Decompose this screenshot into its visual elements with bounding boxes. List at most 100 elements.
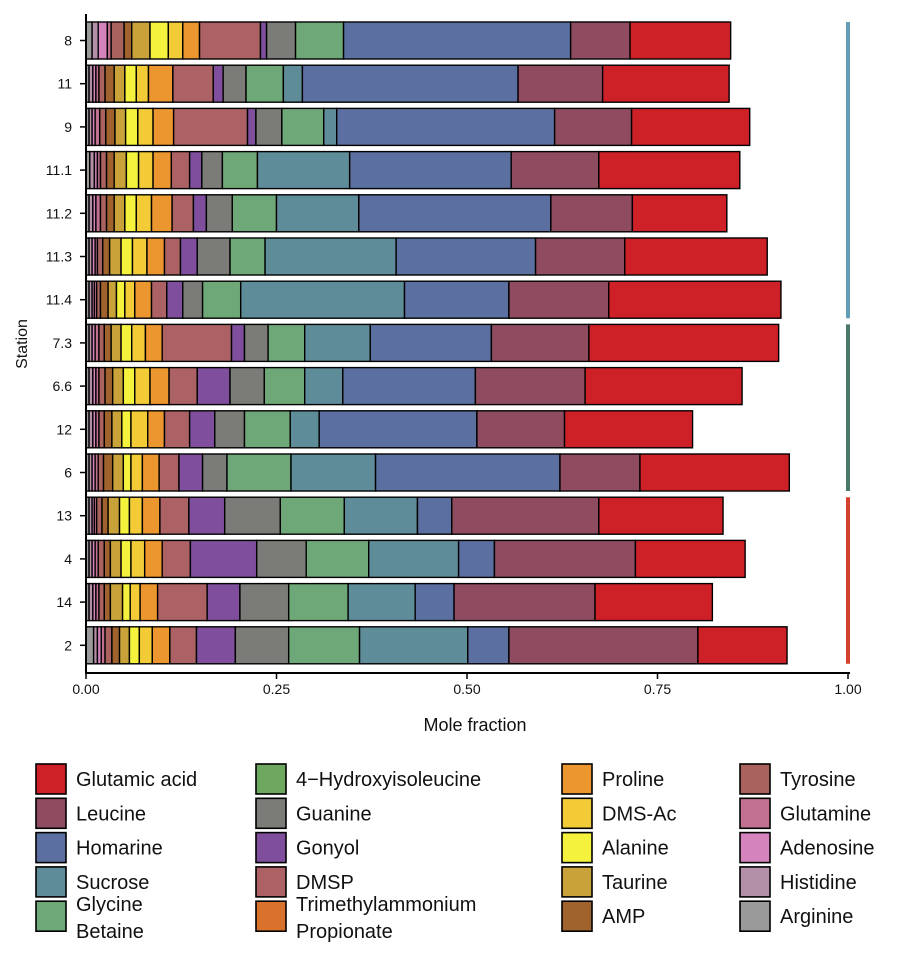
bar-segment-alanine [124,64,137,103]
bar-segment-homarine [416,496,453,535]
bar-segment-alanine [121,410,132,449]
bar-segment-leucine [490,323,590,363]
bar-segment-amp [104,64,115,103]
bar-stack-station-12 [85,410,694,449]
bar-segment-gonyol [188,410,216,449]
bar-segment-homarine [457,539,496,579]
bar-segment-leucine [553,107,633,147]
bar-segment-gonyol [188,150,203,190]
bar-segment-alanine [125,150,140,190]
bar-segment-dms-ac [135,64,150,103]
bar-segment-leucine [474,366,586,406]
bar-segment-gonyol [246,107,257,147]
bar-segment-alanine [120,323,133,363]
bar-segment-proline [152,107,175,147]
bar-segment-proline [141,496,161,535]
bar-segment-dmsp [170,150,191,190]
bar-stack-station-2 [85,626,788,665]
legend-label: Histidine [780,872,857,894]
bar-segment-taurine [114,107,127,147]
legend-item-histidine: Histidine [739,866,857,898]
legend-swatch [35,763,67,795]
bar-segment-leucine [550,194,634,233]
bar-segment-arginine [85,626,95,665]
legend-item-dmsp: DMSP [255,866,354,898]
bar-stacks [85,21,791,665]
bar-stack-station-9 [85,107,751,147]
bar-segment-leucine [517,64,604,103]
bar-segment-homarine [336,107,556,147]
bar-segment-proline [134,280,153,319]
bar-segment-proline [152,150,173,190]
bar-segment-alanine [122,366,136,406]
bar-segment-adenosine [97,21,109,60]
bar-segment-glutamic-acid [588,323,780,363]
bar-segment-alanine [122,453,132,492]
bar-segment-glutamic-acid [584,366,743,406]
bar-segment-glycine-betaine [243,410,291,449]
bar-segment-tyrosine [96,237,104,276]
legend-item-taurine: Taurine [561,866,668,898]
bar-stack-station-6 [85,453,791,492]
bar-segment-tyrosine [98,582,105,622]
bar-segment-dmsp [163,410,191,449]
legend-swatch [255,866,287,898]
legend-label: Homarine [76,838,163,860]
bar-segment-homarine [358,194,552,233]
x-tick-labels: 0.00 0.25 0.50 0.75 1.00 [72,673,862,697]
y-tick-label: 8 [64,33,72,49]
bar-segment-alanine [115,280,126,319]
bar-segment-leucine [559,453,641,492]
legend-label: AMP [602,906,645,928]
legend-swatch [35,900,67,933]
bar-segment-glycine-betaine [226,453,292,492]
bar-segment-alanine [124,107,139,147]
legend-swatch [561,866,593,898]
bar-segment-homarine [395,237,537,276]
bar-segment-amp [105,107,116,147]
bar-segment-tyrosine [97,453,105,492]
bar-segment-homarine [301,64,519,103]
bar-segment-histidine [91,21,99,60]
bar-stack-station-13 [85,496,724,535]
bar-segment-taurine [113,64,126,103]
legend-item-amp: AMP [561,900,645,933]
legend: Glutamic acid Leucine Homarine SucroseGlyci… [35,763,875,943]
legend-swatch [739,797,771,830]
legend-swatch [255,900,287,933]
legend-swatch [35,866,67,898]
bar-segment-dms-ac [124,280,136,319]
y-tick-label: 6.6 [53,378,73,394]
bar-stack-station-11-1 [85,150,741,190]
bar-segment-dms-ac [137,107,154,147]
bar-segment-gonyol [178,453,204,492]
bar-segment-guanine [255,539,307,579]
bar-segment-glycine-betaine [287,582,349,622]
bar-segment-dmsp [161,323,233,363]
bar-segment-amp [105,194,115,233]
legend-label: Gonyol [296,838,359,860]
bar-segment-homarine [374,453,561,492]
legend-label: Sucrose [76,872,149,894]
bar-segment-gonyol [192,194,208,233]
bar-segment-guanine [265,21,297,60]
bar-segment-amp [103,539,112,579]
legend-label: Glutamine [780,803,871,825]
bar-segment-gonyol [179,237,198,276]
bar-segment-sucrose [275,194,360,233]
x-tick-label: 0.00 [72,681,99,697]
bar-segment-leucine [508,626,699,665]
bar-segment-gonyol [206,582,241,622]
bar-stack-station-11-4 [85,280,782,319]
legend-swatch [561,797,593,830]
bar-segment-taurine [111,410,123,449]
bar-segment-proline [147,410,166,449]
legend-item-glutamine: Glutamine [739,797,871,830]
x-tick-label: 0.75 [644,681,671,697]
bar-segment-gonyol [212,64,224,103]
bar-segment-dms-ac [129,582,141,622]
legend-label: Guanine [296,803,372,825]
legend-item-leucine: Leucine [35,797,146,830]
bar-segment-sucrose [289,410,320,449]
bar-segment-taurine [108,237,122,276]
